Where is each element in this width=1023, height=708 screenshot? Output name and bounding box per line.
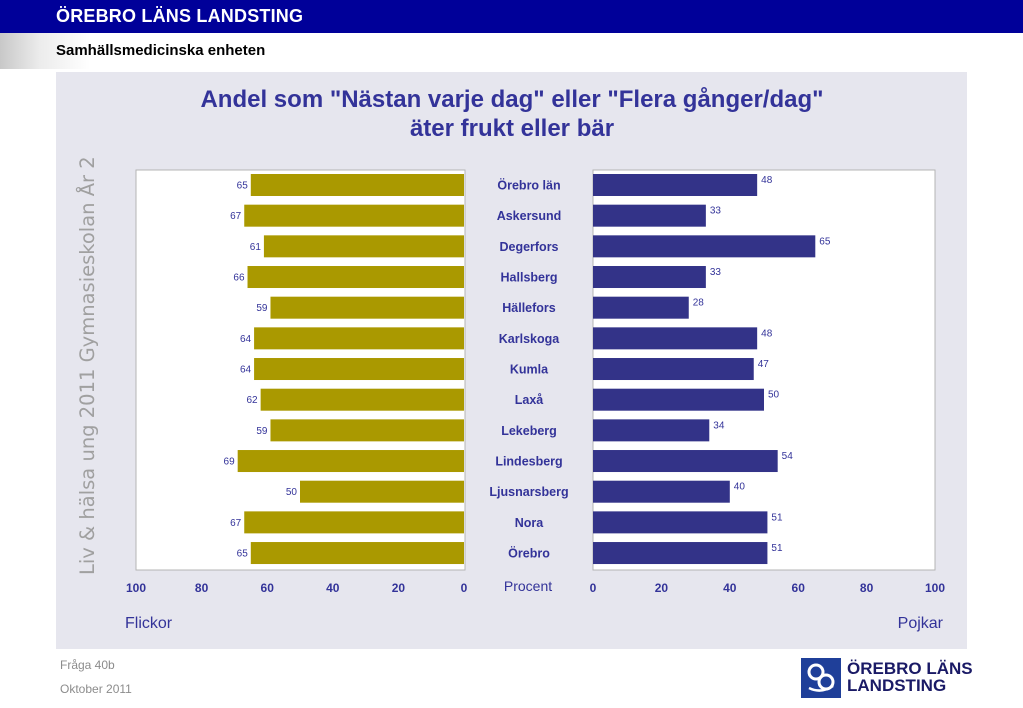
right-tick-label: 100	[925, 581, 945, 595]
left-tick-label: 100	[126, 581, 146, 595]
boys-value-label: 47	[758, 359, 770, 370]
girls-value-label: 59	[256, 303, 268, 314]
girls-value-label: 64	[240, 334, 252, 345]
girls-value-label: 65	[237, 549, 249, 560]
boys-bar	[593, 419, 710, 442]
category-label: Karlskoga	[499, 332, 560, 346]
right-tick-label: 0	[590, 581, 597, 595]
boys-value-label: 65	[819, 236, 831, 247]
right-tick-label: 80	[860, 581, 874, 595]
girls-bar	[254, 327, 464, 350]
category-label: Hallsberg	[501, 271, 558, 285]
boys-value-label: 51	[771, 543, 783, 554]
girls-bar	[263, 235, 464, 258]
boys-bar	[593, 204, 706, 227]
left-tick-label: 0	[461, 581, 468, 595]
girls-value-label: 61	[250, 242, 262, 253]
left-tick-label: 80	[195, 581, 209, 595]
boys-value-label: 33	[710, 206, 722, 217]
top-banner: ÖREBRO LÄNS LANDSTING	[0, 0, 1023, 33]
category-label: Hällefors	[502, 301, 556, 315]
boys-bar	[593, 327, 758, 350]
category-label: Kumla	[510, 363, 549, 377]
boys-value-label: 28	[693, 298, 705, 309]
girls-value-label: 64	[240, 365, 252, 376]
category-label: Örebro län	[497, 178, 560, 193]
category-label: Laxå	[515, 393, 544, 407]
girls-value-label: 67	[230, 518, 242, 529]
footer-question: Fråga 40b	[60, 658, 115, 672]
girls-value-label: 59	[256, 426, 268, 437]
boys-bar	[593, 480, 730, 503]
category-label: Ljusnarsberg	[489, 485, 568, 499]
footer-date: Oktober 2011	[60, 682, 132, 696]
boys-bar	[593, 542, 768, 565]
category-label: Degerfors	[499, 240, 558, 254]
left-tick-label: 60	[261, 581, 275, 595]
category-label: Nora	[515, 516, 545, 530]
boys-value-label: 51	[771, 512, 783, 523]
girls-bar	[250, 542, 464, 565]
boys-value-label: 54	[782, 451, 794, 462]
left-tick-label: 40	[326, 581, 340, 595]
chart-title-line2: äter frukt eller bär	[410, 115, 614, 142]
boys-value-label: 48	[761, 328, 773, 339]
girls-value-label: 62	[247, 395, 259, 406]
girls-value-label: 50	[286, 487, 298, 498]
boys-bar	[593, 511, 768, 534]
boys-bar	[593, 358, 754, 381]
girls-value-label: 65	[237, 181, 249, 192]
right-group-label: Pojkar	[898, 615, 944, 632]
boys-value-label: 33	[710, 267, 722, 278]
left-group-label: Flickor	[125, 615, 173, 632]
girls-value-label: 66	[233, 273, 245, 284]
left-tick-label: 20	[392, 581, 406, 595]
boys-value-label: 48	[761, 175, 773, 186]
category-label: Lindesberg	[495, 455, 562, 469]
boys-bar	[593, 266, 706, 289]
girls-bar	[250, 174, 464, 196]
girls-value-label: 69	[224, 457, 236, 468]
unit-title: Samhällsmedicinska enheten	[56, 42, 266, 59]
boys-value-label: 40	[734, 482, 746, 493]
girls-bar	[254, 358, 464, 381]
logo-name: ÖREBRO LÄNS LANDSTING	[847, 659, 973, 695]
girls-bar	[244, 204, 464, 227]
logo: ÖREBRO LÄNS LANDSTING	[801, 655, 973, 701]
girls-bar	[260, 388, 464, 411]
boys-bar	[593, 450, 778, 473]
girls-bar	[300, 480, 464, 503]
org-title: ÖREBRO LÄNS LANDSTING	[56, 6, 304, 26]
chart-title-line1: Andel som "Nästan varje dag" eller "Fler…	[200, 86, 823, 113]
logo-emblem-icon	[801, 658, 841, 698]
boys-bar	[593, 174, 758, 196]
boys-bar	[593, 235, 816, 258]
girls-bar	[247, 266, 464, 289]
right-tick-label: 40	[723, 581, 737, 595]
boys-bar	[593, 296, 689, 319]
category-label: Askersund	[497, 209, 562, 223]
boys-bar	[593, 388, 764, 411]
sub-banner: Samhällsmedicinska enheten	[0, 33, 1023, 69]
boys-value-label: 50	[768, 390, 780, 401]
category-label: Örebro	[508, 546, 550, 561]
girls-bar	[270, 419, 464, 442]
right-tick-label: 20	[655, 581, 669, 595]
right-tick-label: 60	[792, 581, 806, 595]
category-label: Lekeberg	[501, 424, 557, 438]
girls-value-label: 67	[230, 211, 242, 222]
girls-bar	[244, 511, 464, 534]
center-axis-label: Procent	[504, 578, 552, 594]
boys-value-label: 34	[713, 420, 725, 431]
girls-bar	[237, 450, 464, 473]
girls-bar	[270, 296, 464, 319]
